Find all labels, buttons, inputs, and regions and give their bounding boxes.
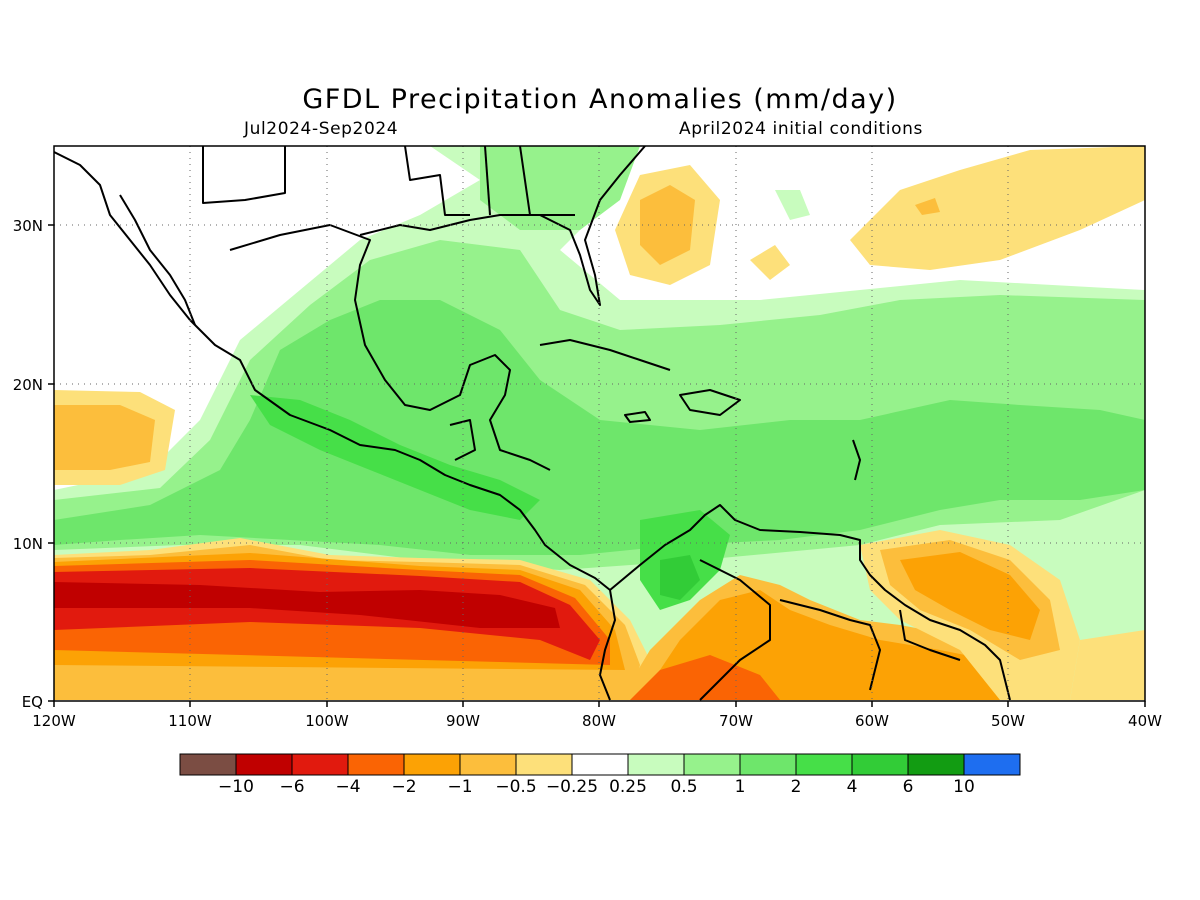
colorbar-swatch [459,753,517,776]
lat-label: 20N [13,376,43,394]
lat-label: 30N [13,217,43,235]
colorbar-label: −10 [218,777,254,797]
anomaly-region [900,552,1040,640]
coastlines [54,146,1011,701]
colorbar-label: −4 [335,777,360,797]
colorbar-swatch [851,753,909,776]
colorbar-label: 0.25 [609,777,647,797]
colorbar-label: −0.25 [546,777,598,797]
lon-label: 70W [719,712,753,730]
colorbar-swatch [347,753,405,776]
anomaly-region [750,245,790,280]
anomaly-region [915,198,940,215]
lat-label: 10N [13,535,43,553]
colorbar-label: 1 [735,777,746,797]
colorbar-swatch [963,753,1021,776]
longitude-labels: 120W 110W 100W 90W 80W 70W 60W 50W 40W [32,712,1162,730]
anomaly-field [54,146,1145,701]
forecast-period: Jul2024-Sep2024 [244,119,399,139]
colorbar-swatch [739,753,797,776]
lon-label: 90W [446,712,480,730]
colorbar-swatch [291,753,349,776]
latitude-labels: EQ 10N 20N 30N [13,217,43,711]
colorbar-swatch [515,753,573,776]
lat-label: EQ [22,693,43,711]
anomaly-region [850,146,1145,270]
lon-label: 50W [991,712,1025,730]
anomaly-region [660,555,700,600]
colorbar-swatch [571,753,629,776]
colorbar-swatch [235,753,293,776]
colorbar-label: 2 [791,777,802,797]
anomaly-region [630,655,780,700]
anomaly-region [775,190,810,220]
colorbar-swatch [907,753,965,776]
anomaly-region [54,405,155,470]
lon-label: 60W [855,712,889,730]
colorbar-label: 4 [847,777,858,797]
lon-label: 40W [1128,712,1162,730]
anomaly-region [54,300,1145,555]
lon-label: 80W [582,712,616,730]
colorbar-label: 0.5 [670,777,697,797]
anomaly-region [480,146,640,230]
grid [54,146,1145,700]
colorbar-swatch [683,753,741,776]
colorbar-label: −0.5 [495,777,536,797]
colorbar-label: −1 [447,777,472,797]
anomaly-region [640,185,695,265]
lon-label: 100W [305,712,349,730]
initial-conditions: April2024 initial conditions [679,119,923,139]
anomaly-region [1070,630,1145,700]
anomaly-region [54,582,560,628]
colorbar-label: −2 [391,777,416,797]
lon-label: 110W [168,712,212,730]
colorbar-labels: −10 −6 −4 −2 −1 −0.5 −0.25 0.25 0.5 1 2 4 6 10 [218,777,975,797]
colorbar [179,753,1021,776]
axis-ticks [48,224,1146,707]
colorbar-label: 6 [903,777,914,797]
colorbar-swatch [403,753,461,776]
colorbar-swatch [179,753,237,776]
colorbar-swatch [627,753,685,776]
colorbar-label: 10 [953,777,975,797]
colorbar-swatch [795,753,853,776]
map-title: GFDL Precipitation Anomalies (mm/day) [302,84,898,115]
colorbar-label: −6 [279,777,304,797]
lon-label: 120W [32,712,76,730]
